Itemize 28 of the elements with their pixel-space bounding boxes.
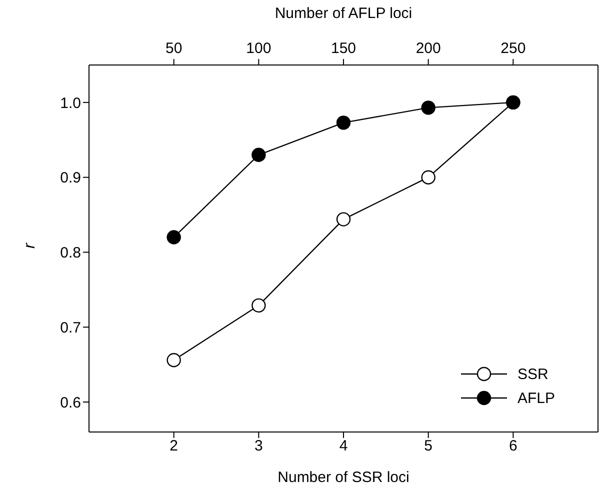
x2-axis-title: Number of AFLP loci: [274, 5, 412, 22]
y-tick-label: 0.7: [60, 319, 81, 336]
y-tick-label: 0.8: [60, 244, 81, 262]
y-tick-label: 0.6: [60, 394, 81, 412]
point: [421, 170, 436, 184]
x-tick-label: 3: [254, 438, 263, 455]
x-tick-label: 6: [508, 438, 518, 455]
x2-tick-label: 50: [165, 40, 182, 57]
x2-tick-label: 200: [416, 40, 441, 57]
x-tick-label: 2: [170, 438, 178, 455]
y-tick-label: 0.9: [60, 170, 81, 187]
legend-label: AFLP: [517, 390, 555, 406]
point: [336, 116, 351, 130]
point: [166, 353, 181, 368]
y-tick-label: 1.0: [60, 94, 81, 112]
point: [252, 148, 266, 162]
x2-tick-label: 100: [246, 40, 272, 57]
point: [166, 230, 181, 244]
point: [421, 100, 436, 115]
x-tick-label: 4: [339, 438, 348, 455]
x2-tick-label: 150: [330, 40, 356, 57]
legend-label: SSR: [517, 366, 548, 382]
point: [252, 298, 266, 313]
x2-tick-label: 250: [500, 40, 526, 57]
x-axis-title: Number of SSR loci: [278, 469, 410, 486]
y-axis-title: r: [22, 242, 39, 248]
x-tick-label: 5: [424, 438, 433, 455]
point: [336, 212, 351, 226]
